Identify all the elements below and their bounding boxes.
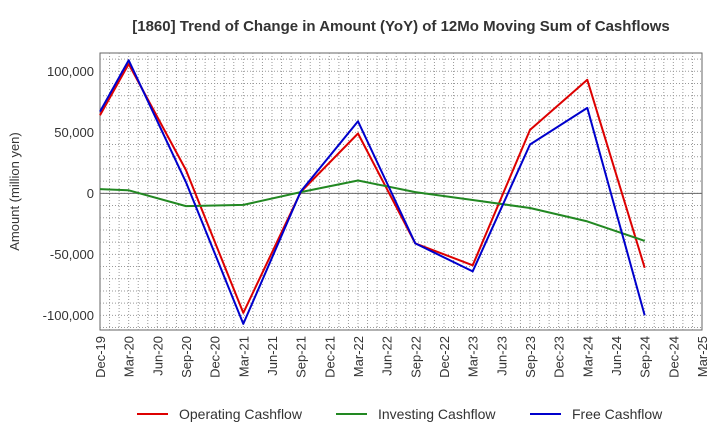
legend-label-free-cashflow: Free Cashflow [572,406,663,422]
x-tick-label: Jun-22 [380,336,395,376]
legend-label-operating-cashflow: Operating Cashflow [179,406,303,422]
y-tick-label: 100,000 [47,64,94,79]
x-tick-label: Dec-19 [93,336,108,378]
x-tick-label: Sep-23 [523,336,538,378]
x-tick-label: Dec-21 [322,336,337,378]
x-tick-label: Sep-24 [638,336,653,378]
y-tick-label: 0 [87,186,94,201]
y-axis-label: Amount (million yen) [7,132,22,251]
x-tick-label: Mar-24 [580,336,595,377]
y-tick-label: -100,000 [43,308,94,323]
x-tick-label: Mar-23 [466,336,481,377]
x-tick-label: Mar-25 [695,336,710,377]
chart-title: [1860] Trend of Change in Amount (YoY) o… [132,18,670,35]
x-tick-label: Dec-24 [666,336,681,378]
x-tick-label: Dec-20 [208,336,223,378]
x-tick-label: Sep-20 [179,336,194,378]
legend-label-investing-cashflow: Investing Cashflow [378,406,496,422]
series-group [99,59,646,325]
x-tick-label: Jun-20 [150,336,165,376]
x-tick-label: Jun-21 [265,336,280,376]
legend: Operating Cashflow Investing Cashflow Free… [137,406,663,422]
x-tick-label: Mar-22 [351,336,366,377]
series-line-investing-cashflow [99,179,646,242]
x-tick-label: Dec-22 [437,336,452,378]
series-line-free-cashflow [99,59,646,325]
x-tick-label: Dec-23 [552,336,567,378]
y-axis-ticks: 100,000 50,000 0 -50,000 -100,000 [43,64,94,323]
x-axis-ticks: Dec-19 Mar-20 Jun-20 Sep-20 Dec-20 Mar-21 Jun-… [93,336,710,378]
plot-area [99,52,703,331]
x-tick-label: Mar-20 [122,336,137,377]
x-tick-label: Jun-23 [494,336,509,376]
y-tick-label: -50,000 [50,247,94,262]
y-tick-label: 50,000 [54,125,94,140]
x-tick-label: Mar-21 [236,336,251,377]
series-line-operating-cashflow [99,63,646,314]
x-tick-label: Jun-24 [609,336,624,376]
x-tick-label: Sep-21 [294,336,309,378]
x-tick-label: Sep-22 [408,336,423,378]
